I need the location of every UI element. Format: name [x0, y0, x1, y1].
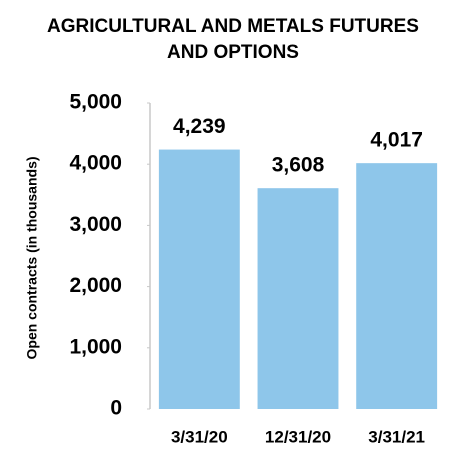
y-tick-label: 0: [110, 397, 122, 420]
value-label: 3,608: [272, 154, 325, 177]
x-tick-label: 3/31/21: [368, 427, 425, 446]
bar: [257, 188, 339, 409]
value-label: 4,239: [173, 115, 226, 138]
chart-title: AGRICULTURAL AND METALS FUTURES AND OPTI…: [47, 16, 419, 63]
y-tick-label: 4,000: [69, 152, 122, 175]
y-tick-label: 3,000: [69, 213, 122, 236]
x-tick-label: 12/31/20: [265, 427, 331, 446]
value-label: 4,017: [370, 129, 423, 152]
x-tick-label: 3/31/20: [171, 427, 228, 446]
y-tick-label: 5,000: [69, 91, 122, 114]
bar: [158, 149, 240, 410]
y-axis-label: Open contracts (in thousands): [24, 156, 40, 359]
y-tick-label: 2,000: [69, 274, 122, 297]
y-tick-label: 1,000: [69, 335, 122, 358]
bar: [356, 163, 438, 409]
